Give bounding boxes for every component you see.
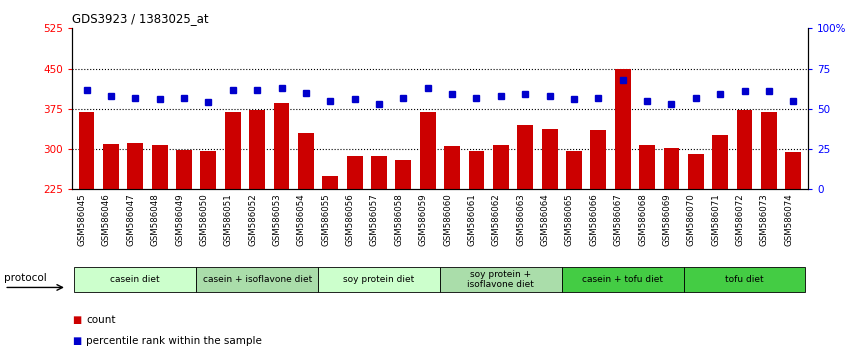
Bar xyxy=(176,150,192,310)
Bar xyxy=(273,103,289,310)
Bar xyxy=(761,112,777,310)
Text: GSM586072: GSM586072 xyxy=(735,193,744,246)
Text: GSM586059: GSM586059 xyxy=(419,193,428,246)
Text: percentile rank within the sample: percentile rank within the sample xyxy=(86,336,262,346)
Text: GSM586064: GSM586064 xyxy=(541,193,550,246)
Text: GSM586055: GSM586055 xyxy=(321,193,330,246)
Bar xyxy=(444,147,460,310)
Bar xyxy=(151,145,168,310)
Text: casein diet: casein diet xyxy=(111,275,160,284)
Bar xyxy=(322,176,338,310)
Text: GSM586054: GSM586054 xyxy=(297,193,306,246)
Text: GSM586073: GSM586073 xyxy=(760,193,769,246)
Text: tofu diet: tofu diet xyxy=(725,275,764,284)
Text: GSM586067: GSM586067 xyxy=(613,193,623,246)
Text: soy protein diet: soy protein diet xyxy=(343,275,415,284)
Bar xyxy=(591,130,607,310)
Text: GSM586050: GSM586050 xyxy=(200,193,208,246)
Bar xyxy=(79,112,95,310)
Bar xyxy=(250,110,265,310)
Text: GDS3923 / 1383025_at: GDS3923 / 1383025_at xyxy=(72,12,208,25)
Text: GSM586057: GSM586057 xyxy=(370,193,379,246)
Bar xyxy=(347,156,363,310)
Text: GSM586062: GSM586062 xyxy=(492,193,501,246)
Bar xyxy=(128,143,143,310)
Bar xyxy=(785,152,801,310)
Bar xyxy=(371,155,387,310)
Text: GSM586066: GSM586066 xyxy=(590,193,598,246)
Text: protocol: protocol xyxy=(4,273,47,283)
Bar xyxy=(103,144,118,310)
Text: GSM586074: GSM586074 xyxy=(784,193,794,246)
Text: GSM586053: GSM586053 xyxy=(272,193,282,246)
Bar xyxy=(517,125,533,310)
Text: ■: ■ xyxy=(72,336,81,346)
Bar xyxy=(493,145,508,310)
Text: GSM586047: GSM586047 xyxy=(126,193,135,246)
Bar xyxy=(712,135,728,310)
Bar xyxy=(688,154,704,310)
Text: GSM586051: GSM586051 xyxy=(223,193,233,246)
Bar xyxy=(541,129,558,310)
Bar xyxy=(298,133,314,310)
Text: count: count xyxy=(86,315,116,325)
Text: GSM586058: GSM586058 xyxy=(394,193,404,246)
Bar xyxy=(566,151,582,310)
Text: GSM586065: GSM586065 xyxy=(565,193,574,246)
Text: GSM586056: GSM586056 xyxy=(346,193,354,246)
Bar xyxy=(737,110,752,310)
Text: GSM586070: GSM586070 xyxy=(687,193,695,246)
Text: GSM586061: GSM586061 xyxy=(468,193,476,246)
Bar xyxy=(420,112,436,310)
Text: GSM586052: GSM586052 xyxy=(248,193,257,246)
Bar xyxy=(469,151,485,310)
Text: ■: ■ xyxy=(72,315,81,325)
Bar xyxy=(201,151,217,310)
Text: GSM586045: GSM586045 xyxy=(78,193,86,246)
Text: GSM586046: GSM586046 xyxy=(102,193,111,246)
Text: GSM586071: GSM586071 xyxy=(711,193,720,246)
Bar xyxy=(615,69,630,310)
Text: soy protein +
isoflavone diet: soy protein + isoflavone diet xyxy=(467,270,535,289)
Text: GSM586069: GSM586069 xyxy=(662,193,672,246)
Text: GSM586048: GSM586048 xyxy=(151,193,160,246)
Bar xyxy=(640,145,655,310)
Text: GSM586068: GSM586068 xyxy=(638,193,647,246)
Text: GSM586060: GSM586060 xyxy=(443,193,452,246)
Bar xyxy=(225,112,240,310)
Bar xyxy=(663,148,679,310)
Text: casein + isoflavone diet: casein + isoflavone diet xyxy=(202,275,312,284)
Text: GSM586049: GSM586049 xyxy=(175,193,184,246)
Text: GSM586063: GSM586063 xyxy=(516,193,525,246)
Bar xyxy=(395,160,411,310)
Text: casein + tofu diet: casein + tofu diet xyxy=(582,275,663,284)
